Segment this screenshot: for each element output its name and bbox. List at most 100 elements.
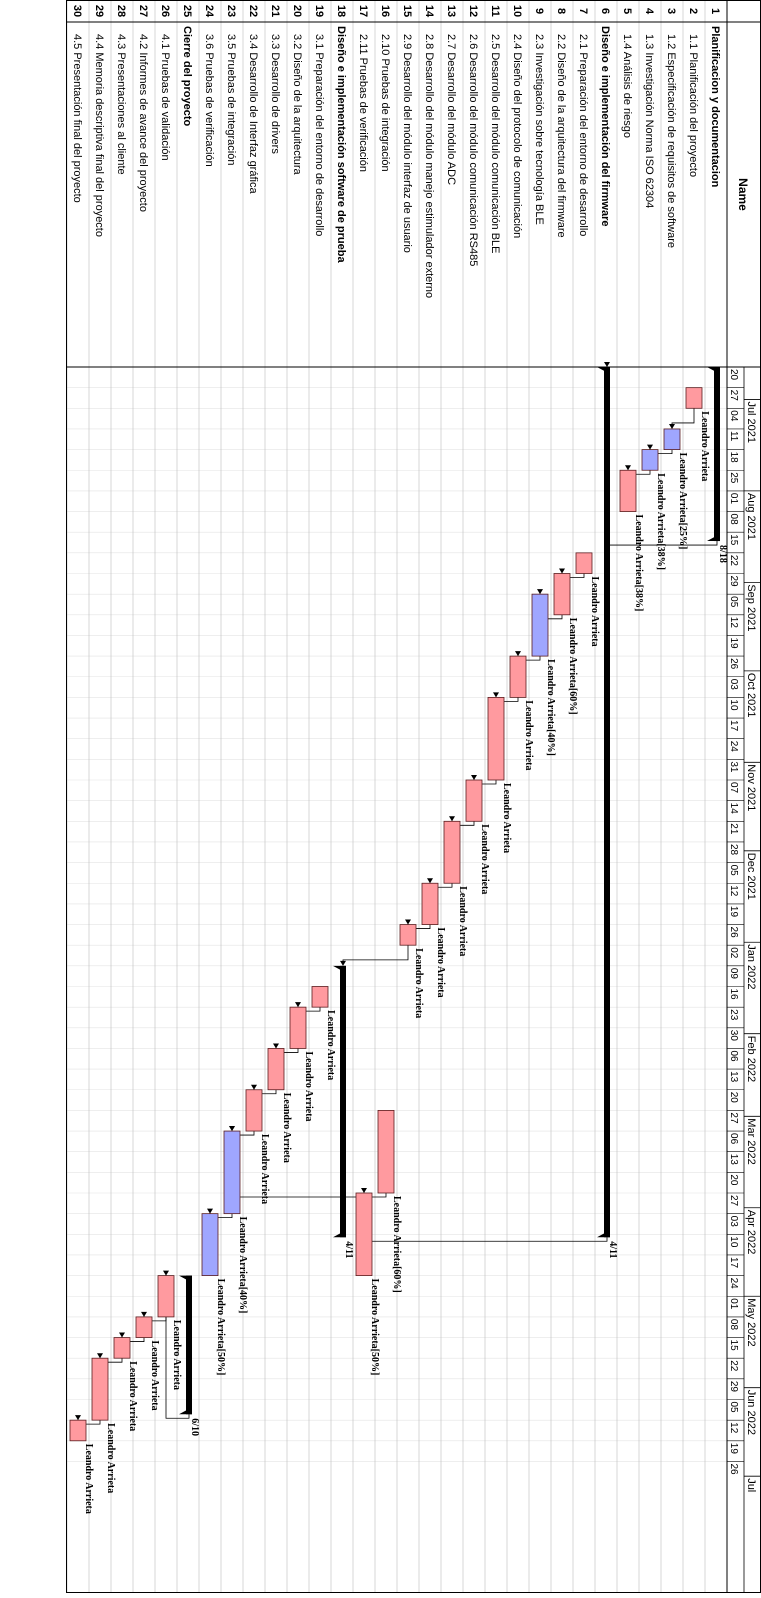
week-label: 13 (728, 1071, 739, 1083)
bar-label: Leandro Arrieta (171, 1320, 182, 1390)
task-bar (157, 1275, 175, 1318)
task-bar (465, 779, 483, 822)
week-label: 20 (728, 369, 739, 381)
row-id: 9 (533, 8, 545, 14)
task-bar (421, 882, 439, 925)
month-label: Jun 2022 (745, 1390, 757, 1435)
dependency-arrowhead (471, 775, 477, 780)
bar-label: Leandro Arrieta (523, 700, 534, 770)
task-name: 2.11 Pruebas de verificación (357, 34, 369, 172)
task-name: 4.4 Memoria descriptiva final del proyec… (93, 34, 105, 237)
task-bar (355, 1192, 373, 1276)
bar-label: Leandro Arrieta (149, 1341, 160, 1411)
summary-start-cap (179, 1275, 192, 1283)
bar-label: Leandro Arrieta (435, 928, 446, 998)
bar-label: Leandro Arrieta[25%] (677, 453, 688, 550)
week-label: 01 (728, 493, 739, 505)
month-label: Apr 2022 (745, 1210, 757, 1255)
week-label: 26 (728, 1463, 739, 1475)
task-name: 3.5 Pruebas de integración (225, 34, 237, 165)
week-label: 14 (728, 803, 739, 815)
week-label: 27 (728, 1195, 739, 1207)
week-label: 16 (728, 989, 739, 1001)
task-bar (113, 1337, 131, 1359)
task-name: 2.7 Desarrollo del módulo ADC (445, 34, 457, 185)
week-label: 10 (728, 1236, 739, 1248)
dependency-arrowhead (449, 816, 455, 822)
dependency-arrowhead (141, 1311, 147, 1317)
week-label: 24 (728, 741, 739, 753)
dependency-arrowhead (119, 1332, 125, 1338)
task-bar (619, 469, 637, 512)
week-label: 31 (728, 761, 739, 773)
bar-label: 4/11 (343, 1241, 354, 1258)
task-bar (311, 986, 329, 1008)
task-name: 2.10 Pruebas de integración (379, 34, 391, 172)
week-label: 24 (728, 1278, 739, 1290)
week-label: 04 (728, 410, 739, 422)
month-label: Jul 2021 (745, 401, 757, 443)
row-id: 24 (203, 5, 215, 18)
summary-bar (714, 367, 720, 542)
week-label: 09 (728, 968, 739, 980)
task-name: 2.2 Diseño de la arquitectura del firmwa… (555, 34, 567, 238)
dependency-arrowhead (361, 1188, 367, 1193)
row-id: 18 (335, 5, 347, 17)
task-name: 2.5 Desarrollo del módulo comunicación B… (489, 34, 501, 254)
dependency-arrowhead (669, 423, 675, 429)
bar-label: Leandro Arrieta[38%] (655, 473, 666, 570)
row-id: 30 (71, 5, 83, 17)
dependency-arrowhead (229, 1126, 235, 1132)
summary-bar (604, 367, 610, 1238)
task-bar (91, 1357, 109, 1421)
task-name: 2.3 Investigación sobre tecnología BLE (533, 34, 545, 225)
bar-label: Leandro Arrieta[40%] (237, 1217, 248, 1314)
task-name: Diseño e implementación software de prue… (335, 26, 347, 263)
week-label: 12 (728, 885, 739, 897)
week-label: 19 (728, 906, 739, 918)
week-label: 03 (728, 679, 739, 691)
week-label: 27 (728, 390, 739, 402)
task-bar (377, 1110, 395, 1194)
summary-bar (340, 965, 346, 1238)
task-bar (685, 387, 703, 409)
week-label: 15 (728, 534, 739, 546)
dependency-arrowhead (251, 1084, 257, 1090)
task-name: 2.1 Preparación del entorno de desarroll… (577, 34, 589, 236)
dependency-arrowhead (405, 919, 411, 925)
bar-label: Leandro Arrieta (259, 1134, 270, 1204)
week-label: 06 (728, 1050, 739, 1062)
week-label: 22 (728, 1360, 739, 1372)
bar-label: Leandro Arrieta (281, 1093, 292, 1163)
dependency-arrowhead (75, 1415, 81, 1421)
month-label: May 2022 (745, 1298, 757, 1346)
week-label: 28 (728, 844, 739, 856)
week-label: 10 (728, 699, 739, 711)
dependency-arrowhead (537, 589, 543, 595)
task-name: 3.1 Preparación del entorno de desarroll… (313, 34, 325, 236)
week-label: 13 (728, 1154, 739, 1166)
week-label: 03 (728, 1216, 739, 1228)
task-name: 2.8 Desarrollo del módulo manejo estimul… (423, 34, 435, 298)
week-label: 20 (728, 1174, 739, 1186)
row-id: 11 (489, 5, 501, 17)
task-bar (487, 697, 505, 781)
summary-end-cap (333, 1230, 346, 1238)
row-id: 12 (467, 5, 479, 17)
task-name: 3.3 Desarrollo de drivers (269, 34, 281, 154)
bar-label: Leandro Arrieta[38%] (633, 515, 644, 612)
bar-label: Leandro Arrieta (479, 824, 490, 894)
task-bar (399, 924, 417, 946)
task-bar (663, 428, 681, 451)
week-label: 19 (728, 1443, 739, 1455)
dependency-arrowhead (647, 444, 653, 450)
dependency-arrowhead (604, 362, 610, 367)
dependency-arrowhead (340, 960, 346, 966)
row-id: 26 (159, 5, 171, 17)
week-label: 26 (728, 658, 739, 670)
week-label: 21 (728, 823, 739, 835)
task-name: 1.3 Investigación Norma ISO 62304 (643, 34, 655, 208)
task-bar (135, 1316, 153, 1338)
task-name: 4.2 Informes de avance del proyecto (137, 34, 149, 212)
bar-label: Leandro Arrieta (589, 577, 600, 647)
